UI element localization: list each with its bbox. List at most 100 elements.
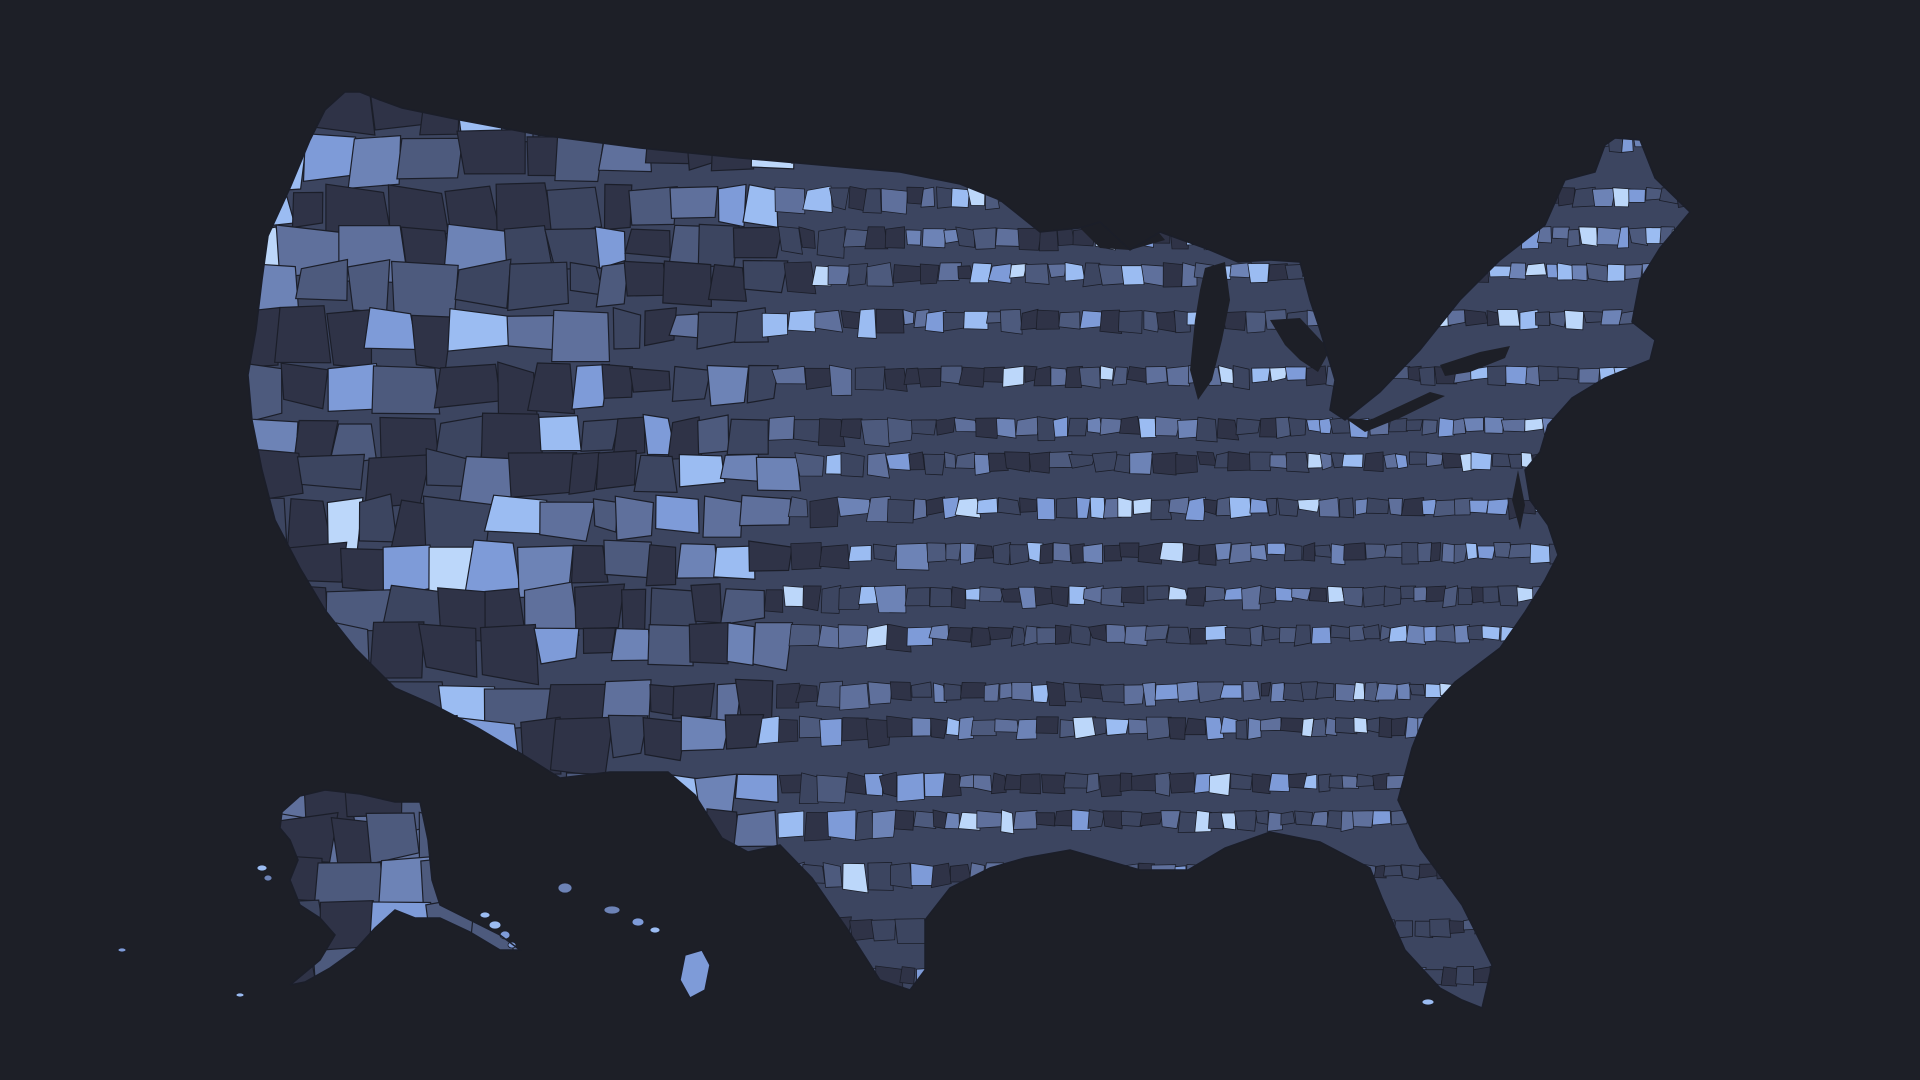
county — [1036, 627, 1058, 645]
county — [1400, 864, 1422, 881]
county — [1408, 683, 1426, 696]
county — [1667, 626, 1687, 640]
county — [1204, 92, 1224, 104]
county — [906, 186, 924, 205]
county — [1042, 186, 1063, 207]
county — [928, 92, 955, 103]
county — [1110, 186, 1128, 205]
county — [1600, 309, 1623, 326]
county — [987, 452, 1009, 472]
county — [248, 858, 275, 920]
island — [631, 917, 645, 927]
county — [1418, 366, 1436, 386]
lake — [1512, 470, 1525, 530]
county — [742, 259, 789, 294]
county — [1503, 228, 1524, 242]
county — [546, 186, 603, 236]
island — [603, 905, 621, 915]
county — [798, 772, 820, 805]
county — [647, 623, 694, 667]
county — [580, 418, 621, 452]
county — [1619, 968, 1641, 985]
county — [1584, 918, 1604, 937]
county — [1366, 717, 1381, 734]
borough — [501, 790, 520, 835]
county — [1689, 187, 1690, 205]
county — [794, 452, 825, 477]
borough — [280, 899, 329, 959]
county — [1531, 719, 1542, 738]
county — [1116, 133, 1135, 154]
county — [885, 452, 911, 471]
county — [1230, 773, 1253, 791]
county — [755, 456, 802, 492]
county — [688, 621, 731, 665]
county — [929, 586, 953, 608]
county — [1378, 716, 1394, 739]
county — [1303, 773, 1318, 790]
county — [775, 682, 800, 709]
county — [1371, 810, 1392, 826]
county — [276, 623, 339, 669]
county — [1532, 451, 1553, 472]
county — [433, 363, 502, 409]
county — [744, 917, 779, 946]
county — [867, 861, 894, 891]
county — [1550, 683, 1569, 696]
county — [1315, 682, 1335, 699]
county — [1371, 227, 1393, 241]
county — [1181, 92, 1205, 103]
county — [977, 133, 998, 150]
county — [1330, 134, 1344, 151]
county — [1330, 624, 1352, 639]
county — [885, 623, 912, 653]
county — [1545, 263, 1559, 279]
county — [1067, 417, 1089, 437]
county — [1628, 188, 1646, 203]
county — [1150, 864, 1177, 886]
county — [1223, 587, 1244, 601]
county — [957, 811, 981, 831]
county — [1019, 497, 1038, 513]
county — [1582, 772, 1602, 789]
county — [292, 712, 342, 751]
lake — [1345, 392, 1445, 432]
county — [1423, 136, 1444, 153]
county — [894, 918, 929, 944]
county — [248, 306, 281, 368]
county — [1111, 366, 1128, 386]
county — [1496, 716, 1517, 735]
county — [719, 453, 761, 482]
county — [1120, 966, 1142, 986]
county — [1156, 311, 1178, 333]
county — [642, 716, 687, 762]
county — [1566, 681, 1588, 698]
county — [1251, 367, 1271, 384]
county — [930, 862, 952, 889]
county — [1145, 716, 1172, 741]
county — [1438, 226, 1455, 245]
county — [1593, 542, 1611, 563]
county — [1283, 864, 1299, 883]
county — [816, 680, 843, 708]
lake — [1440, 346, 1510, 376]
county — [1313, 135, 1334, 151]
county — [1205, 716, 1225, 741]
county — [1525, 365, 1540, 387]
county — [671, 365, 712, 403]
county — [1469, 863, 1485, 880]
county — [1429, 918, 1452, 938]
county — [1601, 919, 1616, 934]
county — [1269, 454, 1289, 469]
county — [497, 775, 563, 835]
county — [1143, 310, 1161, 333]
county — [942, 312, 967, 332]
county — [970, 719, 997, 737]
county — [875, 134, 906, 164]
county — [1617, 863, 1633, 886]
county — [848, 967, 877, 991]
county — [437, 806, 503, 853]
county — [1219, 226, 1239, 251]
county — [1568, 625, 1588, 646]
county — [610, 627, 652, 662]
